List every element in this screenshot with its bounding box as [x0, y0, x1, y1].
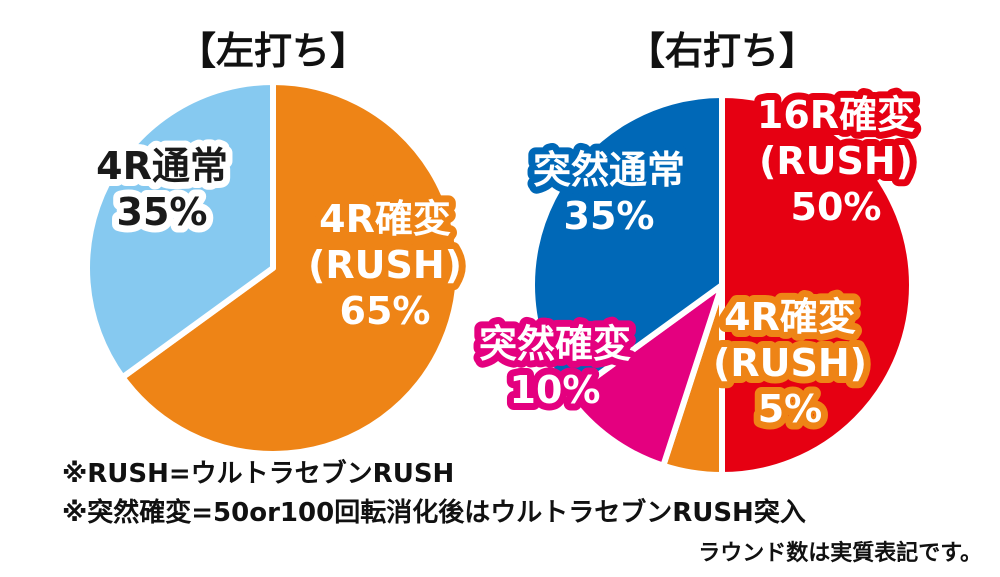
left-pie-label-1-line-1: 4R確変	[319, 197, 451, 241]
right-pie-label-1: 16R確変(RUSH) 50%	[757, 93, 915, 229]
right-pie-label-2-line-3: 5%	[758, 387, 823, 431]
left-pie-labels: 4R確変(RUSH) 65% 4R通常 35%	[89, 137, 469, 340]
left-pie-label-1-line-3: 65%	[340, 289, 431, 333]
round-count-note: ラウンド数は実質表記です。	[698, 541, 982, 566]
left-pie-label-2-line-2: 35%	[117, 190, 208, 234]
left-pie	[84, 79, 462, 457]
right-pie-label-3-line-1: 突然確変	[479, 322, 631, 366]
right-pie-label-1-line-3: 50%	[791, 185, 882, 229]
sudden-kakuhen-note: ※突然確変=50or100回転消化後はウルトラセブンRUSH突入	[62, 498, 806, 528]
right-pie-label-2-line-1: 4R確変	[724, 295, 856, 339]
right-pie	[529, 92, 915, 478]
right-pie-label-2: 4R確変(RUSH) 5%	[713, 295, 867, 431]
right-pie-label-4: 突然通常 35%	[533, 148, 685, 238]
right-pie-slice-3	[565, 282, 725, 469]
left-pie-label-2-line-1: 4R通常	[96, 144, 228, 188]
left-pie-slice-2	[84, 79, 276, 381]
right-pie-label-4-line-2: 35%	[564, 194, 655, 238]
right-pie-label-4-line-1: 突然通常	[533, 148, 685, 192]
rush-definition-note: ※RUSH=ウルトラセブンRUSH	[62, 459, 455, 489]
left-pie-title: 【左打ち】	[178, 29, 368, 73]
right-pie-label-3-line-2: 10%	[510, 368, 601, 412]
left-pie-label-2: 4R通常 35%	[96, 144, 228, 234]
right-pie-label-2-line-2: (RUSH)	[713, 341, 867, 385]
left-pie-slice-1	[119, 79, 462, 457]
right-pie-title: 【右打ち】	[627, 29, 817, 73]
left-pie-label-1-line-2: (RUSH)	[308, 243, 462, 287]
right-pie-labels: 16R確変(RUSH) 50%4R確変(RUSH) 5%突然確変 10%突然通常 35%	[472, 86, 922, 438]
right-pie-label-3: 突然確変 10%	[479, 322, 631, 412]
right-pie-label-1-line-2: (RUSH)	[759, 139, 913, 183]
right-pie-slice-1	[719, 92, 915, 478]
right-pie-label-1-line-1: 16R確変	[757, 93, 915, 137]
left-pie-label-1: 4R確変(RUSH) 65%	[308, 197, 462, 333]
right-pie-slice-4	[529, 92, 725, 400]
